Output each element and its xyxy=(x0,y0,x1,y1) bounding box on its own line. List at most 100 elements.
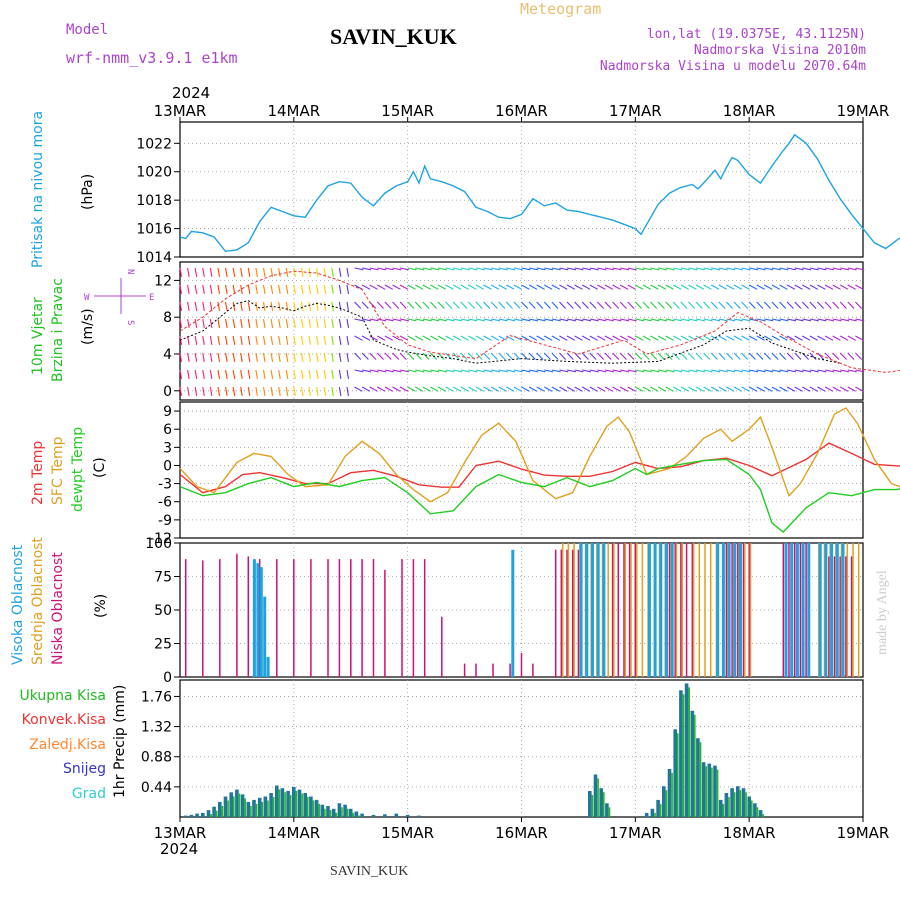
altitude-label: Nadmorska Visina 2010m xyxy=(694,43,866,58)
cloud-ylabel-2: Srednja Oblacnost xyxy=(30,537,46,665)
wind-arrow xyxy=(179,267,183,277)
wind-arrow xyxy=(764,284,773,290)
wind-arrow xyxy=(445,335,454,341)
wind-arrow xyxy=(673,318,683,322)
precip-ylabel: 1hr Precip (mm) xyxy=(112,685,128,798)
wind-arrow xyxy=(703,369,713,373)
wind-arrow xyxy=(179,386,183,396)
wind-arrow xyxy=(748,352,756,360)
wind-arrow xyxy=(635,267,645,271)
wind-arrow xyxy=(392,386,401,392)
wind-arrow xyxy=(832,301,840,309)
wind-arrow xyxy=(338,386,342,396)
wind-arrow xyxy=(490,386,500,392)
footer-station: SAVIN_KUK xyxy=(330,864,408,879)
precip-bar-rain xyxy=(216,810,218,817)
wind-arrow xyxy=(437,267,447,271)
wind-arrow xyxy=(748,284,758,290)
wind-arrow xyxy=(338,335,342,345)
wind-arrow xyxy=(316,284,319,294)
wind-arrow xyxy=(498,369,508,373)
wind-arrow xyxy=(247,318,251,328)
wind-arrow xyxy=(217,318,221,328)
wind-arrow xyxy=(240,301,243,311)
wind-arrow xyxy=(801,301,809,309)
wind-arrow xyxy=(673,284,682,290)
cloud-series-1 xyxy=(561,543,860,677)
wind-arrow xyxy=(635,369,645,373)
wind-arrow xyxy=(422,386,431,392)
wind-arrow xyxy=(574,369,584,373)
wind-arrow xyxy=(619,301,627,309)
wind-arrow xyxy=(612,318,622,322)
wind-arrow xyxy=(771,369,781,373)
wind-arrow xyxy=(460,318,470,322)
wind-arrow xyxy=(384,369,394,373)
wind-arrow xyxy=(475,386,485,392)
wind-arrow xyxy=(596,301,605,309)
wind-arrow xyxy=(786,386,796,392)
wind-arrow xyxy=(718,352,726,360)
precip-bar-rain xyxy=(705,766,707,817)
wind-arrow xyxy=(596,352,605,360)
wind-arrow xyxy=(536,301,544,309)
wind-arrow xyxy=(300,318,304,328)
wind-arrow xyxy=(384,318,394,322)
precip-bar xyxy=(189,814,194,817)
wind-arrow xyxy=(817,369,827,373)
year-bottom: 2024 xyxy=(160,840,198,858)
wind-arrow xyxy=(490,284,500,290)
wind-arrow xyxy=(733,386,743,392)
wind-arrow xyxy=(749,267,759,271)
wind-arrow xyxy=(399,335,409,341)
precip-bar xyxy=(212,806,216,817)
wind-arrow xyxy=(627,386,636,392)
y-tick-label: 1.32 xyxy=(141,720,172,736)
wind-arrow xyxy=(551,318,561,322)
wind-arrow xyxy=(278,318,281,328)
precip-bar xyxy=(314,799,319,817)
wind-arrow xyxy=(741,352,749,360)
wind-arrow xyxy=(832,369,842,373)
wind-arrow xyxy=(399,267,410,271)
y-tick-label: 1020 xyxy=(136,165,172,181)
wind-arrow xyxy=(232,335,236,345)
wind-arrow xyxy=(483,386,492,392)
wind-arrow xyxy=(764,335,773,341)
wind-arrow xyxy=(559,318,569,322)
wind-arrow xyxy=(665,267,675,271)
wind-arrow xyxy=(247,301,251,311)
wind-arrow xyxy=(338,284,342,294)
wind-arrow xyxy=(710,386,720,392)
wind-arrow xyxy=(627,335,636,341)
wind-arrow xyxy=(331,267,334,277)
wind-arrow xyxy=(369,318,379,322)
wind-arrow xyxy=(528,386,538,392)
wind-arrow xyxy=(460,284,469,290)
wind-arrow xyxy=(369,369,379,373)
wind-arrow xyxy=(217,335,221,345)
wind-arrow xyxy=(491,318,501,322)
wind-arrow xyxy=(483,301,491,309)
wind-arrow xyxy=(604,284,614,290)
wind-arrow xyxy=(839,284,849,290)
precip-bar-rain xyxy=(335,812,338,817)
wind-arrow xyxy=(634,301,642,309)
temperature-panel: -12 -9 -6 -3 0 3 6 9 xyxy=(149,401,900,547)
wind-arrow xyxy=(437,318,447,322)
wind-arrow xyxy=(650,335,659,341)
y-tick-label: 100 xyxy=(145,536,172,552)
wind-arrow xyxy=(619,335,629,341)
wind-arrow xyxy=(392,267,402,271)
wind-arrow xyxy=(202,284,205,294)
wind-arrow xyxy=(521,318,531,322)
precip-bar-rain xyxy=(745,792,747,817)
precip-bar xyxy=(229,792,233,817)
wind-arrow xyxy=(619,386,629,392)
wind-arrow xyxy=(392,284,401,290)
wind-arrow xyxy=(733,369,743,373)
compass-rose: W E N S xyxy=(84,269,154,325)
wind-arrow xyxy=(270,386,274,396)
wind-arrow xyxy=(255,318,258,328)
wind-arrow xyxy=(688,267,698,271)
